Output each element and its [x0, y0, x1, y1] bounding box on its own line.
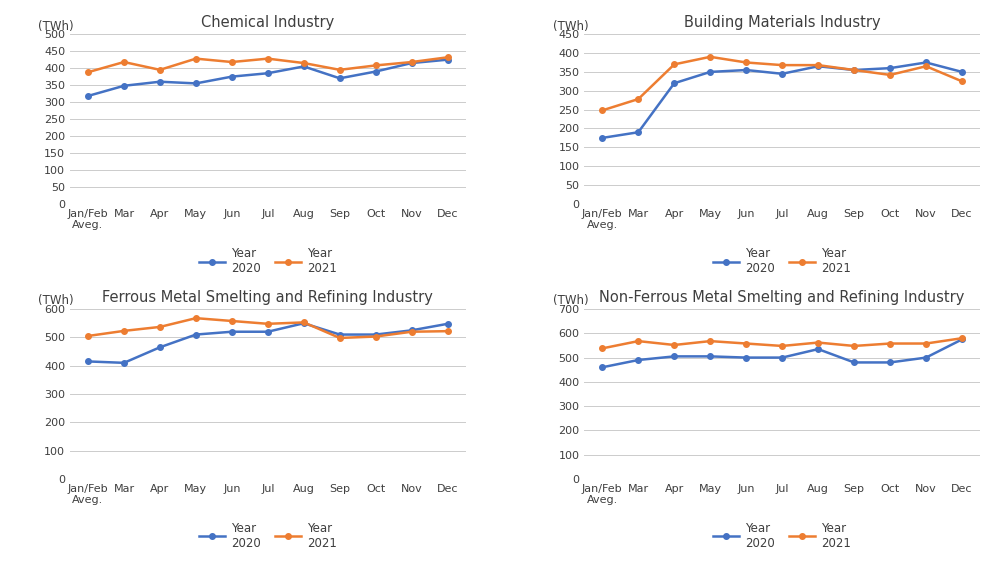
Text: (TWh): (TWh) — [553, 19, 588, 32]
Title: Building Materials Industry: Building Materials Industry — [684, 15, 880, 30]
Text: (TWh): (TWh) — [38, 19, 74, 32]
Text: (TWh): (TWh) — [553, 295, 588, 307]
Title: Ferrous Metal Smelting and Refining Industry: Ferrous Metal Smelting and Refining Indu… — [102, 290, 433, 305]
Text: (TWh): (TWh) — [38, 295, 74, 307]
Title: Non-Ferrous Metal Smelting and Refining Industry: Non-Ferrous Metal Smelting and Refining … — [599, 290, 965, 305]
Legend: Year
2020, Year
2021: Year 2020, Year 2021 — [194, 517, 341, 555]
Title: Chemical Industry: Chemical Industry — [201, 15, 334, 30]
Legend: Year
2020, Year
2021: Year 2020, Year 2021 — [709, 242, 856, 279]
Legend: Year
2020, Year
2021: Year 2020, Year 2021 — [709, 517, 856, 555]
Legend: Year
2020, Year
2021: Year 2020, Year 2021 — [194, 242, 341, 279]
